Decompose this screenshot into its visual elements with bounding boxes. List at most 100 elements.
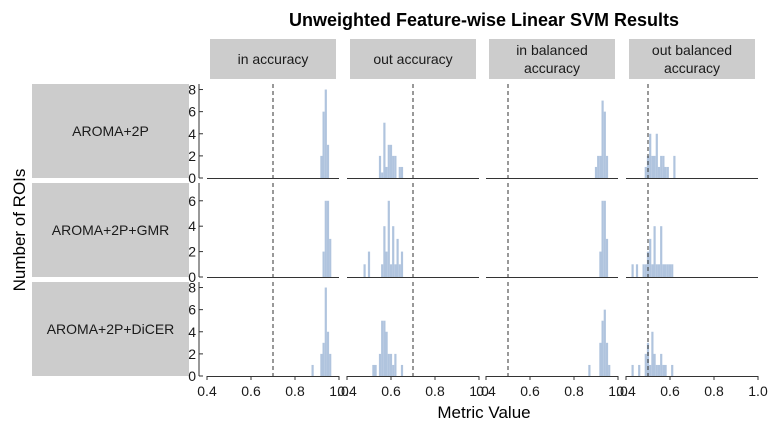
- x-tick-label: 0.4: [197, 383, 217, 399]
- histogram-bar: [383, 320, 386, 376]
- x-tick-label: 0.4: [616, 383, 636, 399]
- histogram-bar: [671, 264, 674, 277]
- histogram-bar: [387, 353, 390, 376]
- histogram-bar: [381, 320, 384, 376]
- plot-layer: in accuracy out accuracy in balanced accura…: [32, 39, 768, 399]
- facet-strip-in-balanced-accuracy: [489, 39, 615, 79]
- histogram-bar: [372, 364, 375, 376]
- histogram-bar: [657, 166, 661, 178]
- histogram-bar: [387, 200, 390, 277]
- x-tick-label: 1.0: [608, 383, 628, 399]
- histogram-bar: [381, 264, 384, 277]
- x-tick-label: 0.4: [337, 383, 357, 399]
- facet-strip-label: accuracy: [664, 60, 720, 76]
- histogram-bar: [588, 364, 591, 376]
- histogram-bar: [646, 155, 650, 178]
- y-tick-label: 4: [188, 324, 196, 340]
- histogram-bar: [605, 342, 609, 376]
- x-tick-label: 0.8: [564, 383, 584, 399]
- histogram-bar: [326, 144, 330, 178]
- x-tick-label: 0.6: [241, 383, 261, 399]
- histogram-bar: [603, 200, 606, 277]
- facet-strip-label: in balanced: [516, 42, 588, 58]
- histogram-bar: [599, 342, 602, 376]
- histogram-bar: [385, 331, 388, 376]
- y-tick-label: 0: [188, 170, 196, 186]
- histogram-bar: [651, 331, 654, 376]
- histogram-bar: [653, 353, 656, 376]
- histogram-bar: [608, 364, 611, 376]
- histogram-bar: [400, 251, 404, 277]
- x-tick-label: 1.0: [469, 383, 489, 399]
- histogram-bar: [651, 264, 654, 277]
- histogram-bar: [673, 155, 676, 178]
- y-tick-label: 6: [188, 193, 196, 209]
- histogram-bar: [387, 144, 390, 178]
- histogram-bar: [324, 89, 327, 178]
- histogram-bar: [653, 155, 656, 178]
- y-tick-label: 4: [188, 126, 196, 142]
- facet-row-label: AROMA+2P+GMR: [52, 222, 169, 238]
- histogram-bar: [320, 155, 323, 178]
- histogram-bar: [649, 364, 652, 376]
- histogram-bar: [603, 111, 606, 178]
- facet-row-strip-aroma-2p: [32, 84, 189, 178]
- facet-strip-out-balanced-accuracy: [629, 39, 755, 79]
- y-tick-label: 8: [188, 280, 196, 296]
- y-tick-label: 6: [188, 104, 196, 120]
- facet-row-label: AROMA+2P+DiCER: [47, 321, 175, 337]
- histogram-bar: [644, 353, 647, 376]
- facet-strip-label: out balanced: [652, 42, 732, 58]
- x-tick-label: 0.6: [381, 383, 401, 399]
- y-tick-label: 8: [188, 82, 196, 98]
- histogram-bar: [605, 155, 609, 178]
- histogram-bar: [664, 166, 667, 178]
- x-tick-label: 0.8: [285, 383, 305, 399]
- x-tick-label: 1.0: [329, 383, 349, 399]
- histogram-bar: [655, 364, 658, 376]
- histogram-bar: [662, 264, 665, 277]
- histogram-bar: [389, 353, 393, 376]
- histogram-bar: [601, 320, 604, 376]
- x-tick-label: 1.0: [748, 383, 768, 399]
- histogram-bar: [324, 200, 327, 277]
- histogram-bar: [666, 166, 669, 178]
- histogram-bar: [660, 353, 663, 376]
- y-tick-label: 4: [188, 218, 196, 234]
- histogram-bar: [668, 264, 672, 277]
- facet-row-label: AROMA+2P: [72, 123, 149, 139]
- histogram-bar: [601, 200, 604, 277]
- histogram-bar: [392, 364, 395, 376]
- histogram-bar: [646, 251, 650, 277]
- histogram-bar: [378, 353, 382, 376]
- histogram-bar: [642, 264, 645, 277]
- x-tick-label: 0.4: [476, 383, 496, 399]
- facet-strip-label: in accuracy: [238, 51, 309, 67]
- x-axis-title: Metric Value: [437, 403, 530, 422]
- y-axis-title: Number of ROIs: [10, 169, 29, 292]
- histogram-bar: [603, 309, 606, 376]
- histogram-bar: [383, 122, 386, 178]
- histogram-bar: [605, 238, 609, 277]
- histogram-bar: [329, 353, 332, 376]
- histogram-bar: [635, 264, 639, 277]
- x-tick-label: 0.6: [660, 383, 680, 399]
- facet-row-strip-aroma-2p-dicer: [32, 282, 189, 376]
- histogram-bar: [599, 155, 602, 178]
- y-tick-label: 0: [188, 368, 196, 384]
- histogram-bar: [374, 364, 377, 376]
- histogram-bar: [367, 251, 371, 277]
- histogram-bar: [363, 264, 366, 277]
- histogram-bar: [660, 155, 663, 178]
- histogram-bar: [392, 155, 395, 178]
- histogram-bar: [394, 155, 397, 178]
- histogram-bar: [394, 264, 397, 277]
- histogram-bar: [400, 364, 404, 376]
- histogram-bar: [660, 226, 663, 277]
- histogram-bar: [671, 364, 674, 376]
- histogram-bar: [631, 364, 634, 376]
- x-tick-label: 0.6: [520, 383, 540, 399]
- histogram-bar: [389, 144, 393, 178]
- histogram-bar: [638, 364, 641, 376]
